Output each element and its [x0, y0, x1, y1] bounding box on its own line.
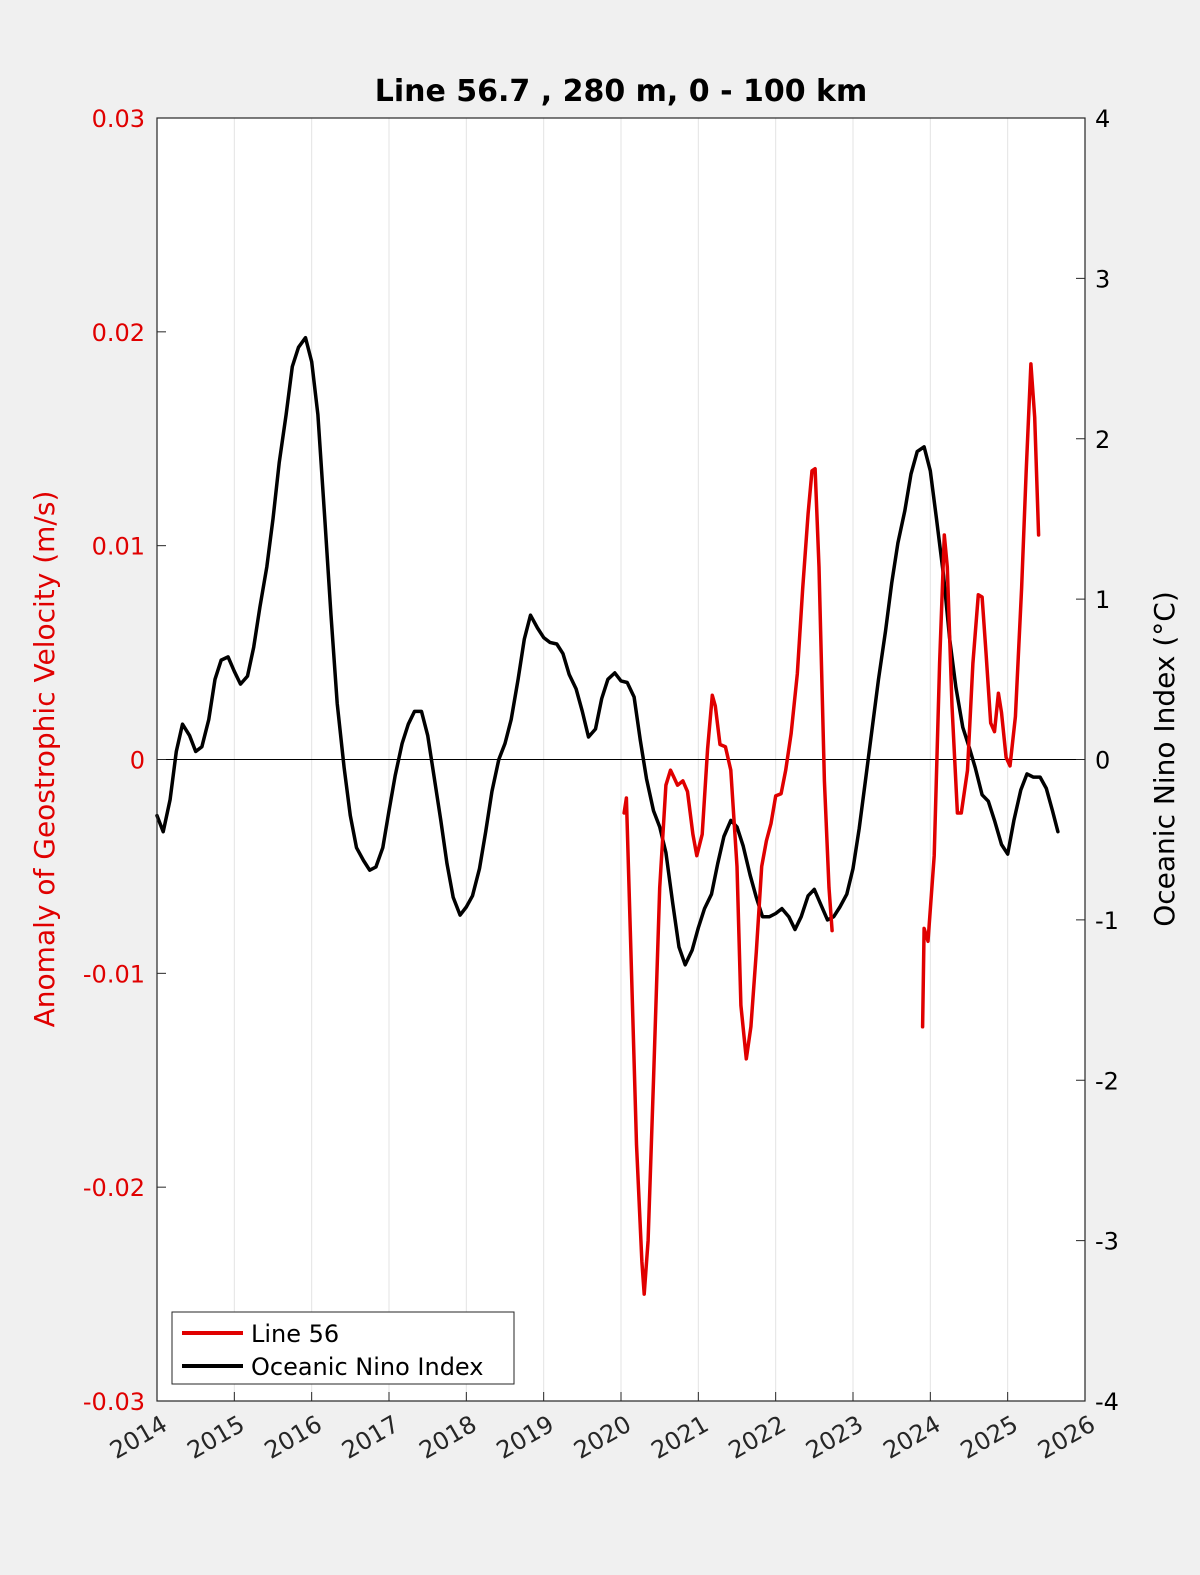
y-left-tick-label: -0.03: [83, 1388, 145, 1416]
y-right-tick-label: -1: [1095, 907, 1119, 935]
y-left-tick-label: -0.01: [83, 960, 145, 988]
y-right-tick-label: 0: [1095, 747, 1110, 775]
y-right-tick-label: -4: [1095, 1388, 1119, 1416]
y-right-tick-label: 3: [1095, 265, 1110, 293]
y-axis-label-right: Oceanic Nino Index (°C): [1148, 591, 1181, 927]
series-line-line56-segment-1: [622, 466, 834, 1296]
y-left-tick-label: 0.03: [92, 105, 145, 133]
x-tick-label: 2026: [1033, 1410, 1100, 1465]
x-tick-label: 2018: [414, 1410, 481, 1465]
legend-label-oni: Oceanic Nino Index: [251, 1353, 483, 1381]
x-tick-label: 2025: [956, 1410, 1023, 1465]
legend-label-line56: Line 56: [251, 1320, 339, 1348]
y-left-tick-label: 0.02: [92, 319, 145, 347]
series-line-oceanic-nino-index: [155, 335, 1060, 967]
x-tick-label: 2015: [182, 1410, 249, 1465]
series-line-line56-segment-2: [920, 362, 1041, 1029]
x-tick-label: 2024: [878, 1410, 945, 1465]
x-tick-label: 2014: [105, 1410, 172, 1465]
y-left-tick-label: -0.02: [83, 1174, 145, 1202]
x-tick-label: 2022: [724, 1410, 791, 1465]
y-axis-label-left: Anomaly of Geostrophic Velocity (m/s): [28, 491, 61, 1028]
y-right-tick-label: 4: [1095, 105, 1110, 133]
x-tick-label: 2016: [260, 1410, 327, 1465]
x-tick-label: 2020: [569, 1410, 636, 1465]
y-left-tick-label: 0.01: [92, 533, 145, 561]
y-left-tick-label: 0: [130, 747, 145, 775]
y-right-tick-label: -2: [1095, 1067, 1119, 1095]
y-right-tick-label: -3: [1095, 1228, 1119, 1256]
y-right-tick-label: 2: [1095, 426, 1110, 454]
legend-box: [171, 1311, 515, 1385]
legend: Line 56 Oceanic Nino Index: [171, 1311, 515, 1385]
y-right-tick-label: 1: [1095, 586, 1110, 614]
x-tick-label: 2021: [646, 1410, 713, 1465]
x-tick-label: 2019: [492, 1410, 559, 1465]
chart-title: Line 56.7 , 280 m, 0 - 100 km: [375, 74, 868, 109]
x-tick-label: 2017: [337, 1410, 404, 1465]
series-group: [155, 335, 1085, 1296]
x-tick-label: 2023: [801, 1410, 868, 1465]
